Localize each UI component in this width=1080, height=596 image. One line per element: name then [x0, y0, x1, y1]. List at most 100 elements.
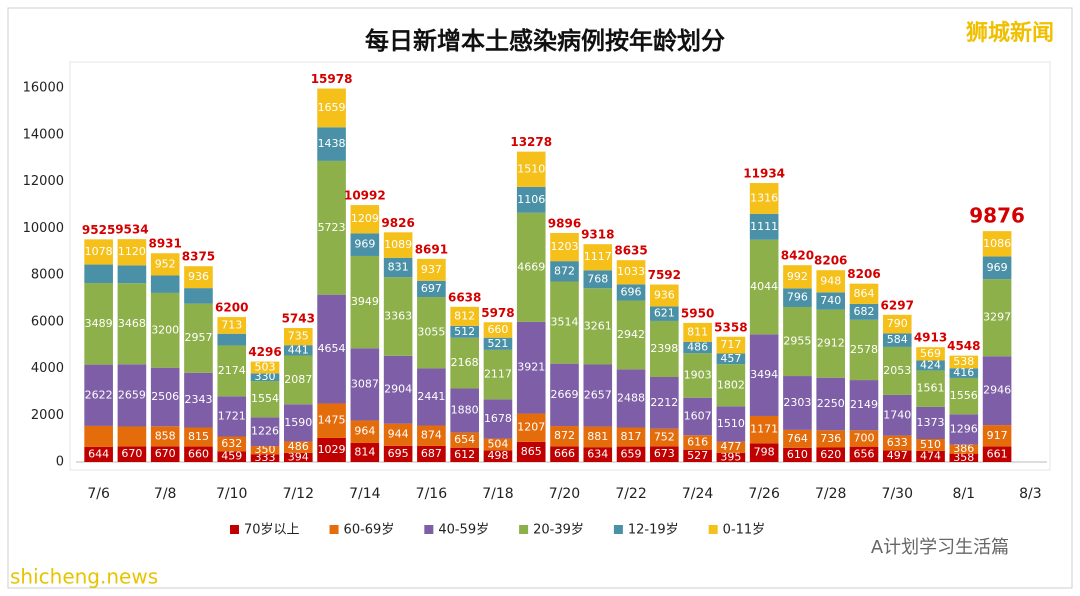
bar-segment	[716, 441, 746, 453]
legend-label: 20-39岁	[533, 523, 584, 538]
segment-label: 796	[787, 291, 808, 304]
bar-segment	[483, 399, 513, 439]
bar-segment	[283, 404, 313, 442]
segment-label: 670	[155, 447, 176, 460]
segment-label: 1556	[950, 389, 978, 402]
segment-label: 521	[487, 337, 508, 350]
bar-segment	[816, 292, 846, 310]
segment-label: 486	[288, 440, 309, 453]
bar-segment	[283, 327, 313, 346]
segment-label: 1171	[750, 423, 778, 436]
total-label: 9534	[115, 223, 148, 237]
total-label: 6297	[881, 298, 914, 312]
segment-label: 2912	[817, 337, 845, 350]
segment-label: 944	[388, 428, 409, 441]
bar-segment	[716, 406, 746, 442]
bar-segment	[84, 239, 113, 265]
bar-segment	[317, 294, 346, 404]
bar-segment	[916, 370, 945, 407]
x-tick-label: 7/12	[283, 486, 314, 502]
segment-label: 632	[221, 437, 242, 450]
segment-label: 616	[687, 435, 708, 448]
segment-label: 620	[820, 448, 841, 461]
legend-label: 70岁以上	[244, 523, 300, 538]
bar-segment	[583, 447, 613, 462]
bar-segment	[350, 420, 380, 443]
total-label: 9525	[82, 223, 115, 237]
bar-segment	[716, 364, 746, 407]
total-label: 8206	[847, 267, 880, 281]
segment-label: 510	[920, 438, 941, 451]
bar-segment	[616, 300, 646, 370]
segment-label: 2957	[184, 331, 212, 344]
bar-segment	[217, 317, 247, 334]
segment-label: 1207	[517, 421, 545, 434]
x-tick-label: 8/1	[953, 486, 976, 502]
segment-label: 2942	[617, 328, 645, 341]
segment-label: 969	[354, 238, 375, 251]
segment-label: 457	[720, 352, 741, 365]
segment-label: 1120	[118, 245, 146, 258]
segment-label: 621	[654, 307, 675, 320]
segment-label: 1089	[384, 238, 412, 251]
bar-segment	[882, 394, 912, 436]
segment-label: 696	[621, 285, 642, 298]
bar-segment	[849, 283, 879, 304]
total-label: 11934	[743, 167, 785, 181]
bar-segment	[616, 427, 646, 447]
bar-segment	[150, 275, 180, 293]
segment-label: 3921	[517, 361, 545, 374]
segment-label: 2488	[617, 391, 645, 404]
total-label: 9826	[381, 216, 414, 230]
segment-label: 459	[221, 450, 242, 463]
bar-segment	[982, 356, 1012, 426]
bar-segment	[317, 403, 346, 438]
segment-label: 682	[853, 305, 874, 318]
bar-segment	[616, 260, 646, 285]
segment-label: 3363	[384, 310, 412, 323]
segment-label: 2506	[151, 390, 179, 403]
segment-label: 634	[587, 448, 608, 461]
segment-label: 416	[953, 366, 974, 379]
segment-label: 964	[354, 425, 375, 438]
bar-segment	[383, 232, 413, 258]
bar-segment	[849, 430, 879, 447]
segment-label: 386	[953, 442, 974, 455]
segment-label: 687	[421, 447, 442, 460]
segment-label: 569	[920, 347, 941, 360]
bar-segment	[184, 446, 213, 462]
segment-label: 3261	[584, 319, 612, 332]
segment-label: 1607	[684, 410, 712, 423]
bar-segment	[949, 377, 979, 415]
legend-swatch	[519, 525, 529, 534]
bar-segment	[117, 426, 147, 447]
bar-segment	[716, 336, 746, 354]
bar-segment	[949, 444, 979, 454]
segment-label: 1226	[251, 425, 279, 438]
total-label: 8931	[148, 237, 181, 251]
segment-label: 1316	[750, 191, 778, 204]
legend-label: 40-59岁	[438, 523, 489, 538]
segment-label: 633	[887, 436, 908, 449]
segment-label: 654	[454, 433, 475, 446]
bar-segment	[916, 360, 945, 371]
bar-segment	[916, 438, 945, 451]
segment-label: 713	[221, 318, 242, 331]
bar-segment	[184, 266, 213, 289]
bar-segment	[417, 280, 446, 298]
bar-segment	[683, 353, 712, 398]
y-tick-label: 14000	[23, 127, 64, 142]
segment-label: 2303	[783, 396, 811, 409]
segment-label: 4669	[517, 260, 545, 273]
segment-label: 969	[987, 261, 1008, 274]
bar-segment	[184, 427, 213, 447]
bar-segment	[516, 321, 546, 414]
bar-segment	[849, 446, 879, 462]
segment-label: 2622	[85, 388, 113, 401]
bar-segment	[616, 284, 646, 301]
bar-segment	[683, 341, 712, 354]
bar-segment	[84, 283, 113, 365]
bar-segment	[283, 355, 313, 405]
bar-segment	[217, 451, 247, 462]
segment-label: 1740	[883, 408, 911, 421]
